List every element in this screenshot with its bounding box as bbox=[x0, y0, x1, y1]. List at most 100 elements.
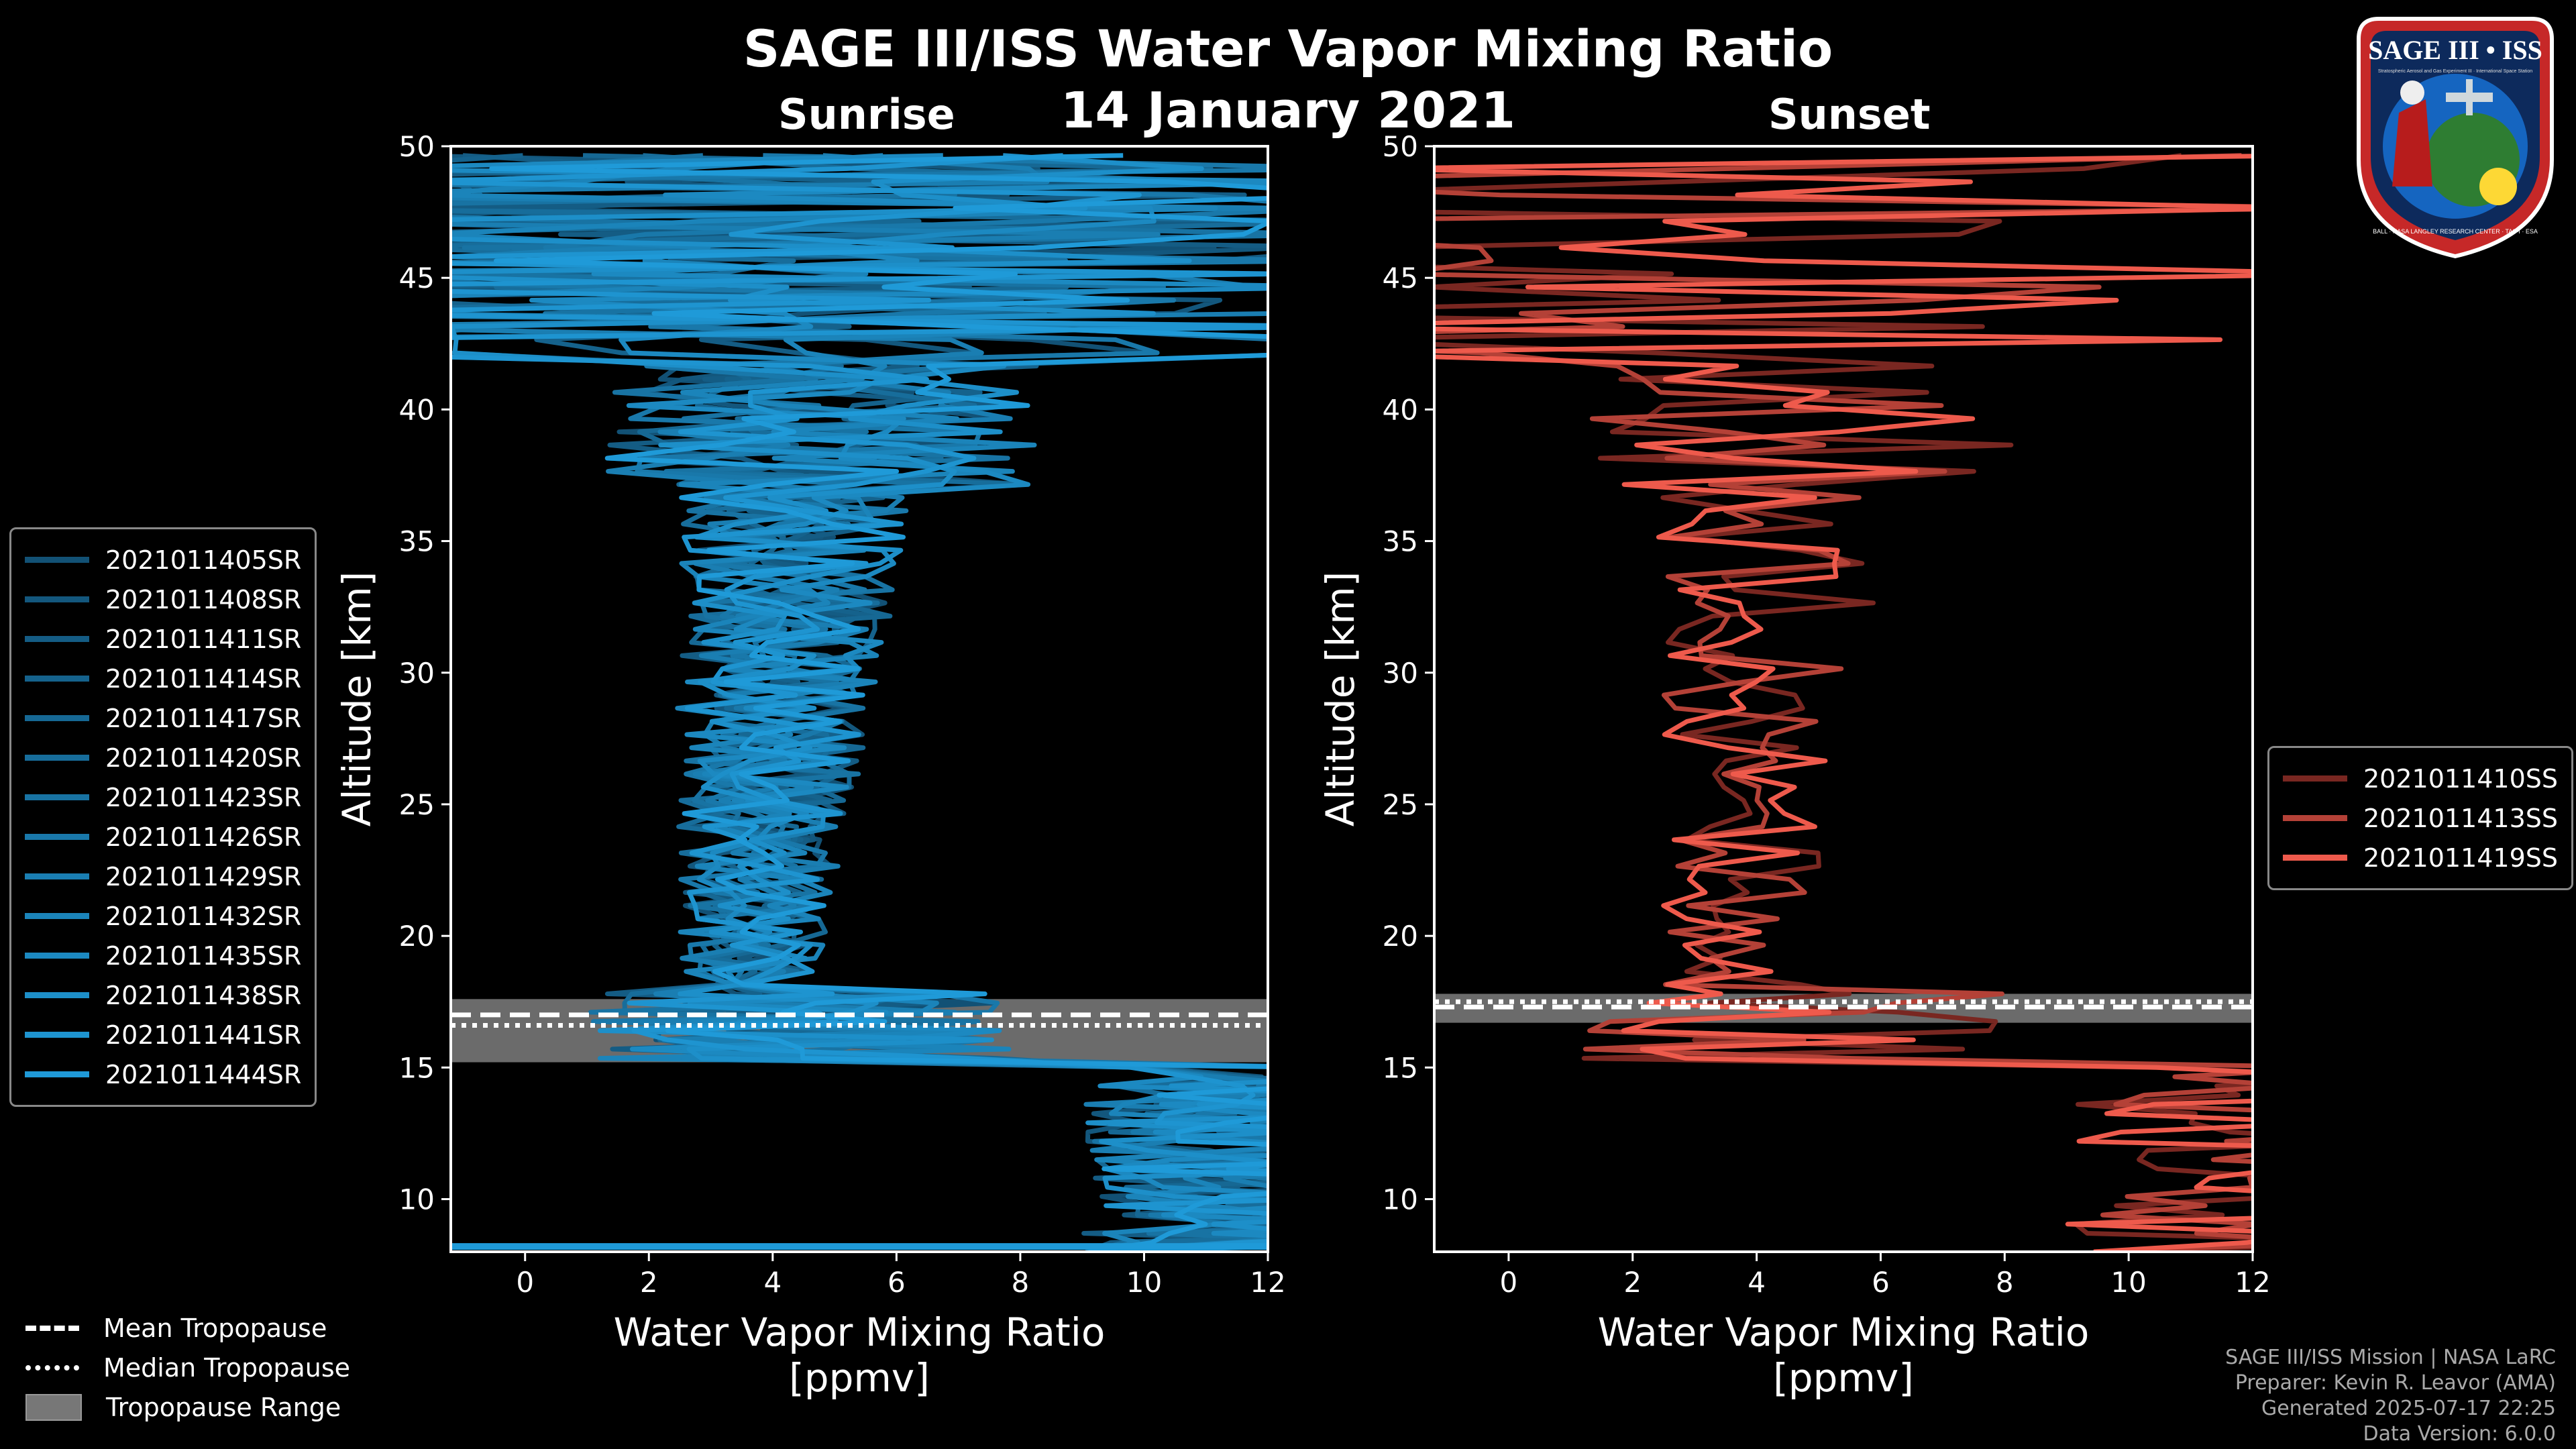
legend-swatch bbox=[25, 1032, 89, 1038]
legend-tropopause-range: Tropopause Range bbox=[25, 1387, 350, 1427]
svg-text:Stratospheric Aerosol and Gas: Stratospheric Aerosol and Gas Experiment… bbox=[2378, 69, 2532, 74]
legend-label: 2021011417SR bbox=[105, 703, 302, 733]
legend-item: 2021011435SR bbox=[25, 936, 301, 975]
legend-label: 2021011414SR bbox=[105, 663, 302, 694]
y-tick-label: 15 bbox=[1383, 1051, 1418, 1084]
legend-item: 2021011420SR bbox=[25, 738, 301, 777]
profile-2021011413SS bbox=[1434, 153, 2253, 1252]
y-tick-label: 10 bbox=[399, 1183, 435, 1216]
legend-swatch bbox=[25, 596, 89, 602]
legend-label: 2021011444SR bbox=[105, 1059, 302, 1089]
legend-label: 2021011420SR bbox=[105, 743, 302, 773]
legend-swatch bbox=[25, 557, 89, 563]
profile-2021011441SR bbox=[451, 153, 1268, 1252]
legend-item: 2021011423SR bbox=[25, 777, 301, 817]
legend-swatch bbox=[2283, 855, 2347, 861]
y-tick-label: 15 bbox=[399, 1051, 435, 1084]
legend-label: 2021011426SR bbox=[105, 822, 302, 852]
legend-swatch bbox=[25, 715, 89, 721]
legend-item: 2021011432SR bbox=[25, 896, 301, 936]
legend-swatch bbox=[25, 676, 89, 682]
y-tick-label: 25 bbox=[399, 788, 435, 821]
legend-median-tropopause: Median Tropopause bbox=[25, 1348, 350, 1387]
plot-frame bbox=[1433, 145, 2254, 1253]
legend-item: 2021011405SR bbox=[25, 540, 301, 580]
credit-version: Data Version: 6.0.0 bbox=[2363, 1422, 2556, 1446]
legend-range-label: Tropopause Range bbox=[106, 1392, 341, 1422]
panel-sunset: 0 2 4 6 8 10 12 10 15 20 25 30 35 40 45 50 Water Vapor M… bbox=[1318, 130, 2271, 1401]
legend-label: 2021011441SR bbox=[105, 1020, 302, 1050]
svg-text:BALL · NASA LANGLEY RESEARCH C: BALL · NASA LANGLEY RESEARCH CENTER · TA… bbox=[2373, 228, 2538, 235]
sage-iii-iss-logo: SAGE III • ISS Stratospheric Aerosol and… bbox=[2357, 17, 2554, 259]
x-tick-label: 8 bbox=[1996, 1266, 2014, 1299]
x-tick-label: 12 bbox=[2235, 1266, 2270, 1299]
legend-label: 2021011423SR bbox=[105, 782, 302, 812]
y-tick-label: 30 bbox=[399, 657, 435, 690]
legend-item: 2021011413SS bbox=[2283, 798, 2558, 838]
x-axis-label: [ppmv] bbox=[789, 1355, 930, 1401]
x-tick-label: 2 bbox=[640, 1266, 658, 1299]
panel-label-sunset: Sunset bbox=[1768, 90, 1931, 139]
legend-mean-tropopause: Mean Tropopause bbox=[25, 1308, 350, 1348]
y-tick-label: 20 bbox=[399, 920, 435, 953]
legend-swatch bbox=[25, 636, 89, 642]
credit-generated: Generated 2025-07-17 22:25 bbox=[2261, 1397, 2556, 1420]
legend-label: 2021011408SR bbox=[105, 584, 302, 614]
credit-mission: SAGE III/ISS Mission | NASA LaRC bbox=[2225, 1346, 2556, 1369]
panel-sunrise: 0 2 4 6 8 10 12 10 15 20 25 30 35 40 45 50 Water Vapor M… bbox=[334, 130, 1286, 1401]
y-tick-label: 50 bbox=[399, 130, 435, 163]
svg-text:SAGE III • ISS: SAGE III • ISS bbox=[2368, 35, 2542, 65]
x-tick-label: 12 bbox=[1250, 1266, 1285, 1299]
tropopause-legend: Mean Tropopause Median Tropopause Tropop… bbox=[25, 1308, 350, 1427]
figure-title: SAGE III/ISS Water Vapor Mixing Ratio bbox=[743, 19, 1833, 78]
profile-2021011419SS bbox=[1434, 154, 2253, 1252]
y-tick-label: 45 bbox=[1383, 262, 1418, 294]
profile-2021011435SR bbox=[451, 153, 1268, 1252]
y-tick-label: 40 bbox=[1383, 393, 1418, 426]
y-tick-label: 20 bbox=[1383, 920, 1418, 953]
x-tick-label: 8 bbox=[1012, 1266, 1030, 1299]
y-tick-label: 25 bbox=[1383, 788, 1418, 821]
y-tick-label: 35 bbox=[399, 525, 435, 558]
sunrise-legend: 2021011405SR 2021011408SR 2021011411SR 2021… bbox=[9, 527, 317, 1107]
legend-swatch bbox=[25, 953, 89, 959]
legend-label: 2021011438SR bbox=[105, 980, 302, 1010]
legend-label: 2021011410SS bbox=[2363, 763, 2559, 794]
legend-item: 2021011408SR bbox=[25, 580, 301, 619]
y-tick-label: 30 bbox=[1383, 657, 1418, 690]
legend-label: 2021011419SS bbox=[2363, 843, 2559, 873]
legend-item: 2021011441SR bbox=[25, 1015, 301, 1055]
legend-label: 2021011411SR bbox=[105, 624, 302, 654]
legend-swatch bbox=[25, 873, 89, 879]
legend-item: 2021011438SR bbox=[25, 975, 301, 1015]
x-axis-label: Water Vapor Mixing Ratio bbox=[1598, 1309, 2090, 1355]
y-tick-label: 35 bbox=[1383, 525, 1418, 558]
x-tick-label: 0 bbox=[1500, 1266, 1518, 1299]
legend-median-label: Median Tropopause bbox=[103, 1352, 350, 1383]
x-tick-label: 10 bbox=[1126, 1266, 1162, 1299]
legend-label: 2021011435SR bbox=[105, 941, 302, 971]
legend-swatch bbox=[25, 1071, 89, 1077]
y-axis-label: Altitude [km] bbox=[334, 572, 380, 826]
legend-item: 2021011417SR bbox=[25, 698, 301, 738]
sunset-legend: 2021011410SS 2021011413SS 2021011419SS bbox=[2267, 746, 2574, 890]
legend-item: 2021011419SS bbox=[2283, 838, 2558, 877]
x-tick-label: 6 bbox=[1872, 1266, 1890, 1299]
profile-2021011410SS bbox=[1434, 153, 2253, 1252]
legend-swatch bbox=[25, 913, 89, 919]
x-axis-label: Water Vapor Mixing Ratio bbox=[614, 1309, 1106, 1355]
y-tick-label: 50 bbox=[1383, 130, 1418, 163]
credits: SAGE III/ISS Mission | NASA LaRC Prepare… bbox=[2225, 1345, 2556, 1447]
y-tick-label: 10 bbox=[1383, 1183, 1418, 1216]
profile-2021011444SR bbox=[489, 153, 1268, 1252]
legend-item: 2021011444SR bbox=[25, 1055, 301, 1094]
x-tick-label: 6 bbox=[888, 1266, 906, 1299]
x-tick-label: 4 bbox=[763, 1266, 782, 1299]
plot-frame bbox=[449, 145, 1269, 1253]
legend-swatch bbox=[2283, 815, 2347, 821]
legend-swatch bbox=[25, 755, 89, 761]
x-tick-label: 0 bbox=[516, 1266, 534, 1299]
legend-label: 2021011405SR bbox=[105, 545, 302, 575]
legend-mean-label: Mean Tropopause bbox=[103, 1313, 327, 1343]
